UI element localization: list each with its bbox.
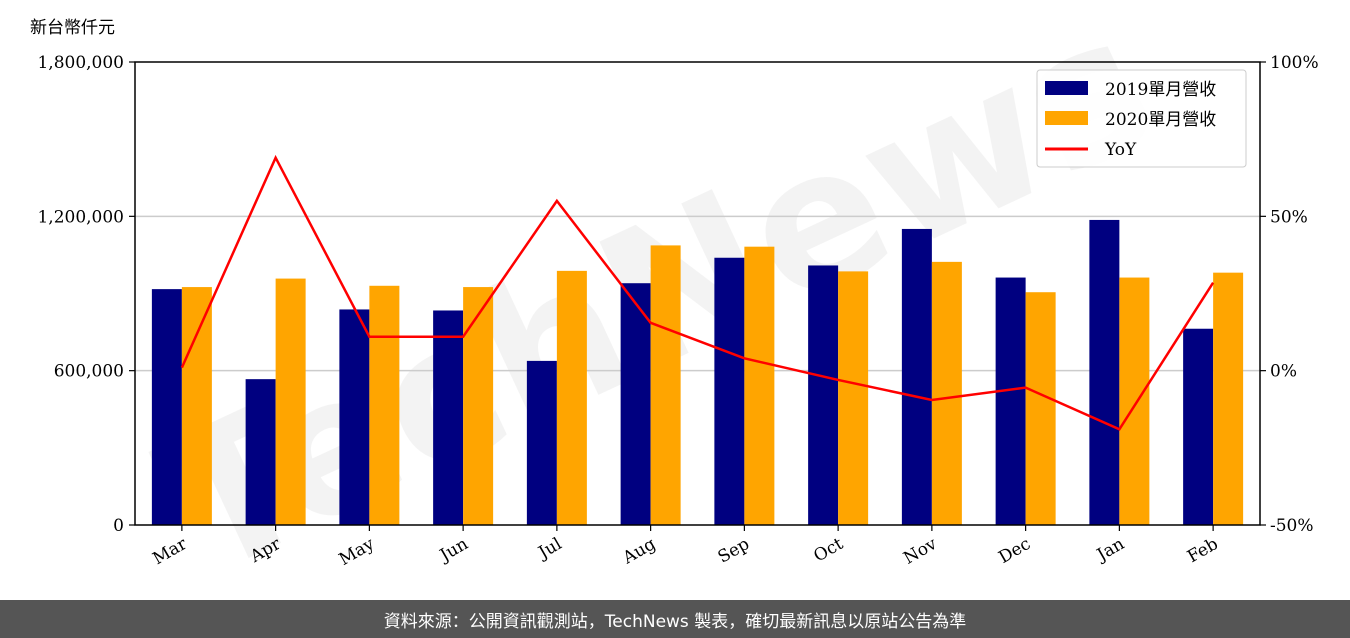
bar-2020-apr [275, 278, 306, 525]
x-tick-label: Mar [149, 534, 191, 570]
legend-swatch-2020 [1045, 111, 1088, 125]
y2-axis: -50% 0% 50% 100% [1260, 53, 1319, 536]
bar-2019-aug [620, 283, 651, 525]
unit-label: 新台幣仟元 [30, 18, 115, 38]
bar-2019-jan [1089, 219, 1120, 525]
y-tick-label: 1,200,000 [37, 207, 124, 227]
bar-2019-nov [901, 228, 932, 525]
legend-label-yoy: YoY [1104, 140, 1137, 160]
legend-box [1036, 69, 1247, 168]
bar-2020-jan [1119, 277, 1150, 525]
x-tick-label: Aug [619, 534, 660, 569]
y-tick-label: 600,000 [54, 362, 124, 382]
legend-swatch-2019 [1045, 81, 1088, 95]
bar-2019-dec [995, 277, 1026, 525]
bar-2019-sep [714, 257, 745, 525]
footer-text: 資料來源：公開資訊觀測站，TechNews 製表，確切最新訊息以原站公告為準 [383, 611, 967, 632]
bar-2019-apr [245, 379, 276, 525]
bar-2020-sep [744, 246, 775, 526]
x-tick-label: Jan [1092, 534, 1128, 566]
y-tick-label: 0 [113, 516, 124, 536]
legend: 2019單月營收 2020單月營收 YoY [1036, 69, 1247, 168]
x-tick-label: Dec [995, 534, 1034, 568]
bar-2020-feb [1213, 272, 1244, 525]
y2-tick-label: 100% [1270, 53, 1319, 73]
source-footer: 資料來源：公開資訊觀測站，TechNews 製表，確切最新訊息以原站公告為準 [0, 600, 1350, 638]
x-tick-label: Sep [715, 534, 753, 568]
bar-2019-jul [526, 360, 557, 525]
x-tick-label: Nov [900, 534, 940, 569]
chart: TechNews 新台幣仟元 0600,0001,200,0001,800,00… [30, 0, 1319, 600]
y2-tick-label: -50% [1270, 516, 1314, 536]
bars [151, 219, 1244, 526]
bar-2019-may [339, 309, 370, 525]
bar-2020-nov [931, 261, 962, 525]
grid [135, 215, 1260, 372]
x-tick-label: Oct [810, 534, 846, 567]
y2-tick-label: 50% [1270, 207, 1308, 227]
bar-2019-mar [151, 289, 182, 525]
y2-tick-label: 0% [1270, 362, 1297, 382]
x-tick-label: Feb [1184, 534, 1222, 567]
bar-2020-aug [650, 245, 681, 525]
bar-2020-dec [1025, 292, 1056, 525]
bar-2020-may [369, 285, 400, 525]
bar-2019-oct [808, 265, 839, 525]
plot-frame [134, 61, 1261, 526]
x-tick-label: Jul [534, 534, 566, 564]
legend-label-2019: 2019單月營收 [1105, 80, 1216, 100]
bar-2019-jun [433, 310, 464, 525]
bar-2020-oct [838, 271, 869, 525]
bar-2020-jun [463, 287, 494, 525]
x-tick-label: Jun [435, 534, 472, 567]
bar-2020-mar [181, 287, 212, 525]
yoy-line [180, 154, 1215, 431]
legend-label-2020: 2020單月營收 [1105, 110, 1216, 130]
y-tick-label: 1,800,000 [37, 53, 124, 73]
y-axis: 0 600,000 1,200,000 1,800,000 [37, 53, 135, 536]
yoy-line-layer [180, 154, 1215, 431]
bar-2019-feb [1183, 328, 1214, 525]
bar-2020-jul [556, 270, 587, 525]
